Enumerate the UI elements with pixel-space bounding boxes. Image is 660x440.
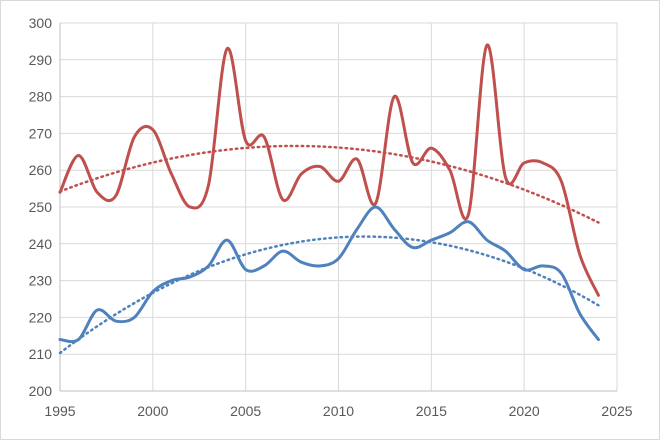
y-tick-label: 280 (29, 89, 53, 105)
series-2-point (430, 239, 433, 242)
series-2-point (114, 320, 117, 323)
series-1-point (578, 253, 581, 256)
series-1-point (188, 206, 191, 209)
series-2-line (58, 205, 600, 344)
y-tick-label: 250 (29, 199, 53, 215)
series-1-point (374, 202, 377, 205)
y-tick-label: 230 (29, 273, 53, 289)
series-1-point (486, 44, 489, 47)
series-2-point (411, 246, 414, 249)
series-2-point (226, 239, 229, 242)
series-2-point (523, 268, 526, 271)
series-1-point (226, 47, 229, 50)
gridlines (60, 22, 618, 391)
series-1-line (58, 43, 600, 297)
series-1-point (263, 136, 266, 139)
series-1-point (114, 194, 117, 197)
series-1-point (151, 128, 154, 131)
series-2-point (300, 261, 303, 264)
series-2-point (281, 250, 284, 253)
y-tick-label: 290 (29, 52, 53, 68)
series-2-point (337, 257, 340, 260)
series-1-point (96, 191, 99, 194)
x-tick-label: 1995 (44, 403, 75, 419)
series-1-point (393, 95, 396, 98)
y-tick-label: 220 (29, 309, 53, 325)
series-2-point (374, 206, 377, 209)
series-1-point (448, 169, 451, 172)
series-1-point (467, 213, 470, 216)
series-2-point (263, 264, 266, 267)
tick-labels: 200 210 220 230 240 250 260 270 280 290 300 1995 200… (29, 15, 633, 419)
series-2-point (597, 338, 600, 341)
series-2-point (77, 338, 80, 341)
series-1-point (318, 165, 321, 168)
series-1-point (281, 198, 284, 201)
series-2-point (578, 312, 581, 315)
series-1-point (59, 191, 62, 194)
series-2-point (207, 264, 210, 267)
y-tick-label: 200 (29, 383, 53, 399)
series-1-point (541, 161, 544, 164)
x-tick-label: 2010 (323, 403, 354, 419)
y-tick-label: 260 (29, 162, 53, 178)
series-2-point (133, 316, 136, 319)
series-1-point (523, 161, 526, 164)
axes (59, 23, 617, 392)
series-2-point (504, 250, 507, 253)
series-1-point (356, 158, 359, 161)
series-1-point (597, 294, 600, 297)
series-2-point (170, 279, 173, 282)
series-2-point (188, 275, 191, 278)
series-1-point (170, 172, 173, 175)
series-2-point (393, 228, 396, 231)
x-tick-label: 2015 (416, 403, 447, 419)
series-1-point (430, 147, 433, 150)
series-1-point (560, 180, 563, 183)
series-2-point (448, 231, 451, 234)
x-tick-label: 2000 (137, 403, 168, 419)
series-1-point (244, 139, 247, 142)
series-1-point (337, 180, 340, 183)
series-lines (58, 43, 600, 344)
series-1-point (133, 136, 136, 139)
series-2-point (560, 272, 563, 275)
series-1-point (504, 176, 507, 179)
series-2-point (356, 228, 359, 231)
x-tick-label: 2020 (509, 403, 540, 419)
series-1-point (207, 183, 210, 186)
x-tick-label: 2005 (230, 403, 261, 419)
series-2-point (59, 338, 62, 341)
series-2-point (244, 268, 247, 271)
series-1-point (300, 172, 303, 175)
y-tick-label: 300 (29, 15, 53, 31)
y-tick-label: 270 (29, 125, 53, 141)
x-tick-label: 2025 (601, 403, 632, 419)
series-2-point (151, 290, 154, 293)
y-tick-label: 210 (29, 346, 53, 362)
series-2-point (541, 264, 544, 267)
series-2-point (318, 264, 321, 267)
series-2-point (467, 220, 470, 223)
series-2-point (486, 239, 489, 242)
y-tick-label: 240 (29, 236, 53, 252)
series-1-point (77, 154, 80, 157)
series-1-point (411, 161, 414, 164)
series-2-point (96, 309, 99, 312)
